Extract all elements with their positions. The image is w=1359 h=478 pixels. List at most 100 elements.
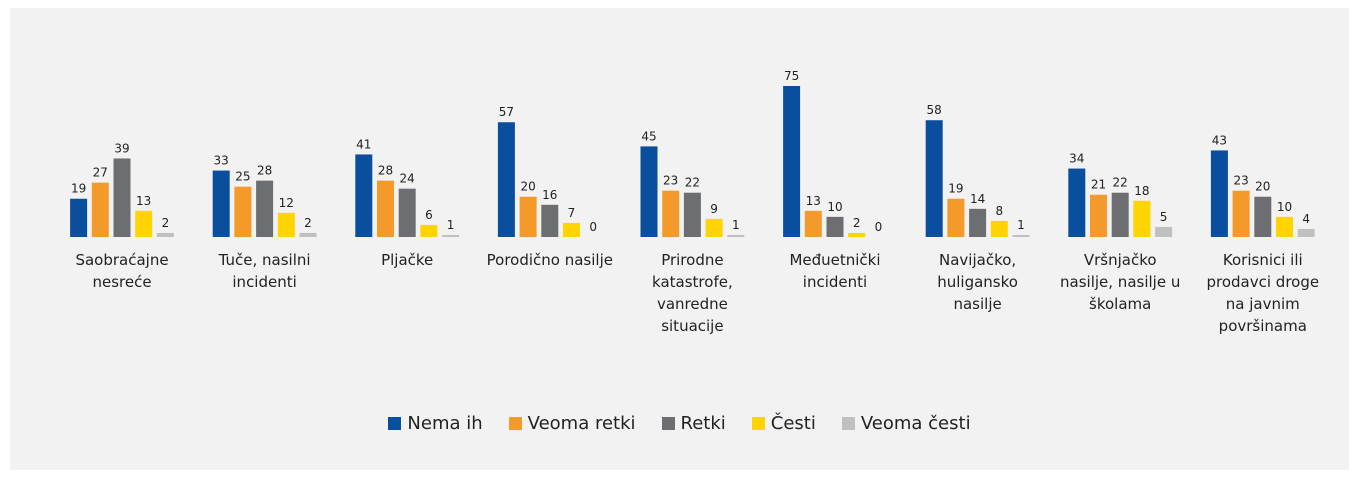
bar — [826, 216, 844, 237]
data-label: 10 — [827, 200, 842, 214]
bar — [683, 192, 701, 237]
bar — [70, 198, 88, 237]
x-tick-label: Porodično nasilje — [486, 251, 613, 269]
data-label: 1 — [1017, 218, 1025, 232]
bar — [947, 198, 965, 237]
data-label: 16 — [542, 188, 557, 202]
data-label: 22 — [685, 176, 700, 190]
data-label: 4 — [1302, 212, 1310, 226]
data-label: 1 — [447, 218, 455, 232]
data-label: 13 — [806, 194, 821, 208]
data-label: 2 — [162, 216, 170, 230]
data-label: 9 — [710, 202, 718, 216]
data-label: 2 — [853, 216, 861, 230]
x-tick-label: Saobraćajne nesreće — [75, 251, 169, 291]
chart-background — [10, 8, 1349, 470]
bar — [990, 220, 1008, 237]
data-label: 23 — [663, 174, 678, 188]
bar — [1090, 194, 1107, 237]
data-label: 58 — [927, 103, 942, 117]
legend-item: Retki — [661, 413, 726, 434]
bar — [442, 234, 460, 237]
legend-label: Retki — [680, 413, 726, 434]
data-label: 25 — [235, 170, 250, 184]
legend-item: Veoma retki — [508, 413, 636, 434]
data-label: 19 — [71, 182, 86, 196]
data-label: 10 — [1277, 200, 1292, 214]
data-label: 33 — [214, 154, 229, 168]
bar — [705, 218, 723, 237]
legend-swatch — [508, 417, 522, 430]
bar — [256, 180, 274, 237]
legend-label: Veoma retki — [527, 413, 636, 434]
data-label: 23 — [1233, 174, 1248, 188]
bar — [234, 186, 252, 237]
bar — [969, 208, 987, 237]
bar — [1133, 200, 1151, 237]
bar — [925, 120, 943, 237]
bar — [91, 182, 109, 237]
data-label: 8 — [995, 204, 1003, 218]
data-label: 43 — [1212, 133, 1227, 147]
data-label: 7 — [568, 206, 576, 220]
bar — [848, 232, 866, 237]
x-tick-label: Pljačke — [381, 251, 434, 269]
bar — [497, 122, 515, 237]
data-label: 34 — [1069, 152, 1084, 166]
x-tick-label: Navijačko, huligansko nasilje — [937, 251, 1018, 313]
legend-item: Česti — [751, 413, 816, 434]
legend-label: Veoma česti — [860, 413, 971, 434]
bar — [640, 146, 658, 237]
bar — [299, 232, 317, 237]
data-label: 28 — [378, 164, 393, 178]
data-label: 22 — [1113, 176, 1128, 190]
data-label: 57 — [499, 105, 514, 119]
data-label: 41 — [356, 137, 371, 151]
legend-swatch — [388, 417, 402, 430]
bar — [519, 196, 537, 237]
bar — [398, 188, 416, 237]
legend-label: Česti — [770, 413, 816, 434]
bar — [277, 212, 295, 237]
bar — [1111, 192, 1129, 237]
x-tick-label: Prirodne katastrofe, vanredne situacije — [652, 251, 733, 335]
bar — [662, 190, 680, 237]
bar — [1297, 228, 1315, 237]
x-tick-label: Međuetnički incidenti — [789, 251, 881, 291]
bar — [1012, 234, 1030, 237]
bar — [541, 204, 559, 237]
data-label: 0 — [589, 220, 597, 234]
data-label: 12 — [279, 196, 294, 210]
data-label: 2 — [304, 216, 312, 230]
bar — [1276, 216, 1293, 237]
x-tick-label: Korisnici ili prodavci droge na javnim p… — [1206, 251, 1320, 335]
bar — [420, 224, 438, 237]
bar — [1232, 190, 1250, 237]
data-label: 20 — [520, 180, 535, 194]
data-label: 45 — [641, 129, 656, 143]
data-label: 1 — [732, 218, 740, 232]
data-label: 18 — [1134, 184, 1149, 198]
x-tick-label: Vršnjačko nasilje, nasilje u školama — [1060, 251, 1181, 313]
data-label: 6 — [425, 208, 433, 222]
data-label: 14 — [970, 192, 985, 206]
legend-item: Veoma česti — [841, 413, 971, 434]
legend: Nema ih Veoma retki Retki Česti Veoma česti — [0, 413, 1359, 434]
bar — [377, 180, 394, 237]
bar — [727, 234, 745, 237]
data-label: 13 — [136, 194, 151, 208]
legend-swatch — [661, 417, 675, 430]
data-label: 27 — [93, 166, 108, 180]
bar — [1210, 150, 1228, 237]
bar — [1254, 196, 1272, 237]
data-label: 20 — [1255, 180, 1270, 194]
bar — [135, 210, 153, 237]
bar — [355, 154, 373, 237]
bar — [113, 158, 131, 237]
bar — [1155, 226, 1173, 237]
legend-swatch — [751, 417, 765, 430]
legend-item: Nema ih — [388, 413, 483, 434]
bar — [804, 210, 822, 237]
